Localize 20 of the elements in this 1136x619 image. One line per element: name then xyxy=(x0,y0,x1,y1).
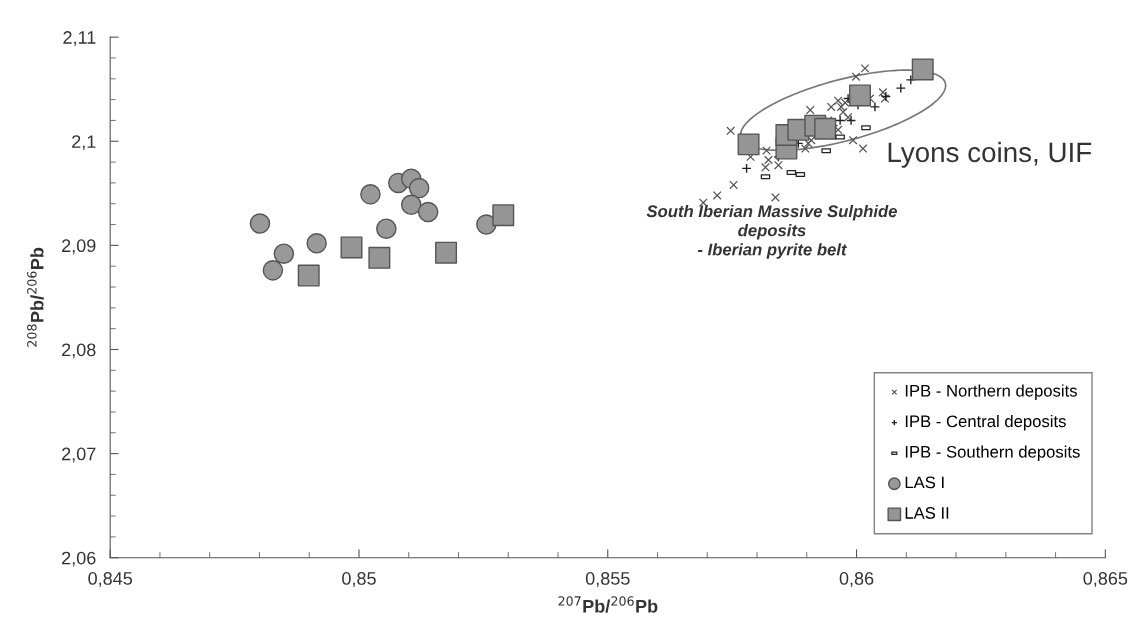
annotation: Lyons coins, UIF xyxy=(888,141,1092,168)
y-tick-label: 2,08 xyxy=(62,343,96,359)
y-tick-label: 2,06 xyxy=(62,551,96,567)
x-tick-label: 0,86 xyxy=(839,572,874,587)
y-axis-title: $^{208}$Pb/$^{206}$Pb xyxy=(27,247,44,347)
legend-label: LAS II xyxy=(905,507,949,519)
x-axis-title: $^{207}$Pb/$^{206}$Pb xyxy=(558,596,658,613)
legend-label: IPB - Central deposits xyxy=(905,414,1066,431)
legend-label: IPB - Southern deposits xyxy=(905,445,1080,462)
y-tick-label: 2,11 xyxy=(63,31,96,46)
y-tick-label: 2,07 xyxy=(62,447,96,463)
legend-label: IPB - Northern deposits xyxy=(905,384,1077,400)
x-tick-label: 0,855 xyxy=(585,572,630,587)
x-tick-label: 0,845 xyxy=(88,572,133,587)
annotation: South Iberian Massive Sulphide deposits - Iberian pyrite belt xyxy=(646,204,897,259)
x-tick-label: 0,85 xyxy=(342,572,376,587)
x-tick-label: 0,865 xyxy=(1083,572,1128,587)
y-tick-label: 2,09 xyxy=(62,239,96,255)
legend-label: LAS I xyxy=(905,476,944,489)
y-tick-label: 2,1 xyxy=(72,135,96,151)
